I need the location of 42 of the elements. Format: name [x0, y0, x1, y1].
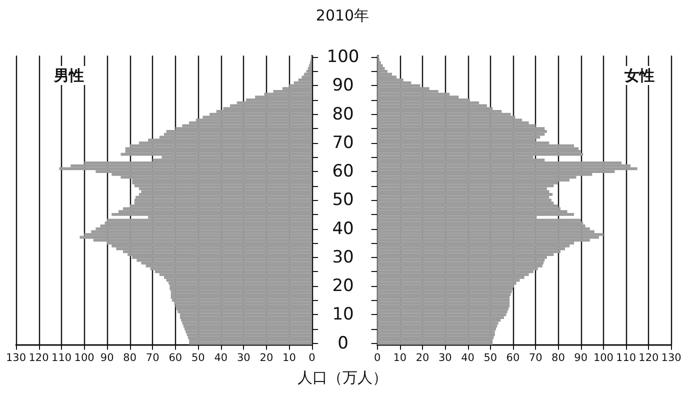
text: 2010年	[316, 6, 370, 24]
text: 男性	[53, 66, 84, 84]
x-tick-label: 20	[416, 352, 430, 364]
y-tick-label: 80	[332, 104, 354, 124]
y-tick-label: 90	[332, 76, 354, 96]
x-tick-label: 40	[461, 352, 474, 364]
y-tick-label: 50	[332, 190, 354, 210]
x-tick-label: 110	[52, 352, 72, 364]
y-tick-label: 70	[332, 132, 354, 153]
x-tick-label: 0	[374, 352, 381, 364]
x-tick-label: 10	[393, 352, 407, 364]
x-tick-label: 60	[168, 352, 182, 364]
x-tick-label: 120	[638, 352, 659, 364]
x-tick-label: 100	[593, 352, 614, 364]
x-tick-label: 0	[308, 352, 316, 364]
x-tick-label: 130	[661, 352, 682, 364]
x-tick-label: 90	[100, 352, 114, 364]
y-tick-label: 60	[332, 162, 354, 182]
x-axis-title: 人口（万人）	[298, 368, 388, 386]
y-tick-label: 20	[332, 276, 354, 296]
x-tick-label: 10	[282, 352, 296, 364]
x-tick-label: 30	[438, 352, 452, 364]
x-tick-label: 110	[616, 352, 636, 364]
x-tick-label: 20	[260, 352, 274, 364]
x-tick-label: 100	[74, 352, 94, 364]
y-tick-label: 30	[332, 247, 354, 268]
x-tick-label: 70	[528, 352, 542, 364]
y-tick-label: 100	[326, 47, 360, 68]
x-tick-label: 90	[574, 352, 588, 364]
x-tick-label: 80	[123, 352, 137, 364]
x-tick-label: 60	[506, 352, 520, 364]
x-tick-label: 70	[146, 352, 160, 364]
x-tick-label: 40	[214, 352, 228, 364]
text: 女性	[623, 66, 654, 84]
x-tick-label: 80	[552, 352, 565, 364]
x-tick-label: 130	[6, 352, 26, 364]
x-tick-label: 120	[28, 352, 49, 364]
x-tick-label: 30	[237, 352, 250, 364]
y-tick-label: 40	[332, 218, 354, 239]
x-tick-label: 50	[484, 352, 498, 364]
x-tick-label: 50	[191, 352, 205, 364]
y-tick-label: 10	[332, 304, 354, 325]
